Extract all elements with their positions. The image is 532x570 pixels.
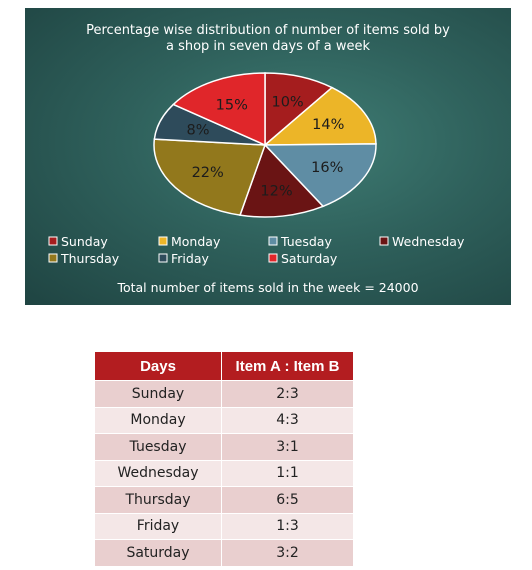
item-ratio-table: Days Item A : Item B Sunday 2:3 Monday 4…	[94, 351, 354, 567]
pie-labels: 10% 14% 16% 12% 22% 8% 15%	[186, 94, 344, 199]
legend-label-tuesday: Tuesday	[280, 234, 332, 249]
chart-title-line-2: a shop in seven days of a week	[166, 39, 370, 54]
pie-label-sunday: 10%	[271, 94, 303, 110]
table-row: Sunday 2:3	[94, 380, 354, 408]
legend-label-saturday: Saturday	[281, 251, 338, 266]
legend-item-friday: Friday	[158, 251, 209, 266]
pie-label-tuesday: 16%	[311, 160, 343, 176]
table-cell-day: Saturday	[94, 539, 222, 567]
pie-label-thursday: 22%	[192, 165, 224, 181]
pie-slice-saturday	[172, 72, 266, 147]
chart-legend: Sunday Monday Tuesday Wednesday Thursday Frid…	[48, 234, 465, 266]
legend-swatch-thursday	[48, 253, 58, 263]
pie-slice-tuesday	[263, 143, 377, 208]
legend-swatch-tuesday	[268, 236, 278, 246]
pie-chart-panel: Percentage wise distribution of number o…	[25, 8, 511, 305]
pie-label-friday: 8%	[186, 123, 209, 139]
legend-item-monday: Monday	[158, 234, 221, 249]
table-cell-ratio: 3:2	[221, 539, 354, 567]
pie-slice-sunday	[264, 72, 334, 147]
legend-swatch-friday	[158, 253, 168, 263]
pie-slices	[153, 72, 377, 218]
legend-label-wednesday: Wednesday	[392, 234, 465, 249]
table-row: Monday 4:3	[94, 406, 354, 434]
table-header-ratio: Item A : Item B	[221, 351, 354, 381]
pie-slice-monday	[262, 86, 377, 146]
legend-swatch-wednesday	[379, 236, 389, 246]
pie-slice-wednesday	[239, 143, 325, 218]
table-cell-day: Monday	[94, 406, 222, 434]
pie-chart: Percentage wise distribution of number o…	[48, 23, 465, 295]
legend-item-sunday: Sunday	[48, 234, 108, 249]
table-row: Tuesday 3:1	[94, 433, 354, 461]
table-row: Friday 1:3	[94, 512, 354, 540]
table-cell-day: Sunday	[94, 380, 222, 408]
legend-label-thursday: Thursday	[60, 251, 120, 266]
legend-swatch-sunday	[48, 236, 58, 246]
legend-label-sunday: Sunday	[61, 234, 108, 249]
table-row: Saturday 3:2	[94, 539, 354, 567]
pie-slice-thursday	[153, 138, 267, 216]
table-cell-day: Thursday	[94, 486, 222, 514]
table-cell-ratio: 6:5	[221, 486, 354, 514]
table-cell-day: Tuesday	[94, 433, 222, 461]
table-cell-day: Wednesday	[94, 459, 222, 487]
table-cell-ratio: 2:3	[221, 380, 354, 408]
table-row: Thursday 6:5	[94, 486, 354, 514]
table-cell-ratio: 4:3	[221, 406, 354, 434]
pie-label-monday: 14%	[312, 117, 344, 133]
legend-item-thursday: Thursday	[48, 251, 120, 266]
chart-footnote: Total number of items sold in the week =…	[116, 280, 418, 295]
pie-label-saturday: 15%	[216, 97, 248, 113]
table-cell-day: Friday	[94, 512, 222, 540]
table-cell-ratio: 1:3	[221, 512, 354, 540]
legend-item-saturday: Saturday	[268, 251, 338, 266]
legend-swatch-monday	[158, 236, 168, 246]
pie-label-wednesday: 12%	[260, 184, 292, 200]
table-row: Wednesday 1:1	[94, 459, 354, 487]
table-header-row: Days Item A : Item B	[94, 351, 354, 381]
legend-label-monday: Monday	[171, 234, 221, 249]
table-cell-ratio: 1:1	[221, 459, 354, 487]
legend-label-friday: Friday	[171, 251, 209, 266]
legend-item-wednesday: Wednesday	[379, 234, 465, 249]
chart-title-line-1: Percentage wise distribution of number o…	[86, 23, 450, 38]
legend-item-tuesday: Tuesday	[268, 234, 332, 249]
table-header-days: Days	[94, 351, 222, 381]
table-cell-ratio: 3:1	[221, 433, 354, 461]
legend-swatch-saturday	[268, 253, 278, 263]
